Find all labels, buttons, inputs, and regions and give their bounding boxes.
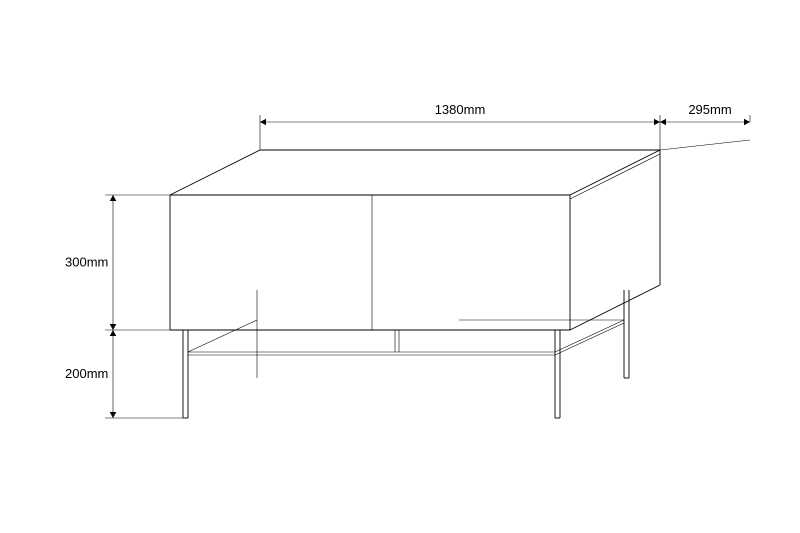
dim-body-height-label: 300mm xyxy=(65,255,108,270)
dimension-drawing: 1380mm 295mm 300mm 200mm xyxy=(0,0,800,533)
dim-depth-label: 295mm xyxy=(688,102,731,117)
dim-width-label: 1380mm xyxy=(435,102,486,117)
dim-leg-height-label: 200mm xyxy=(65,366,108,381)
